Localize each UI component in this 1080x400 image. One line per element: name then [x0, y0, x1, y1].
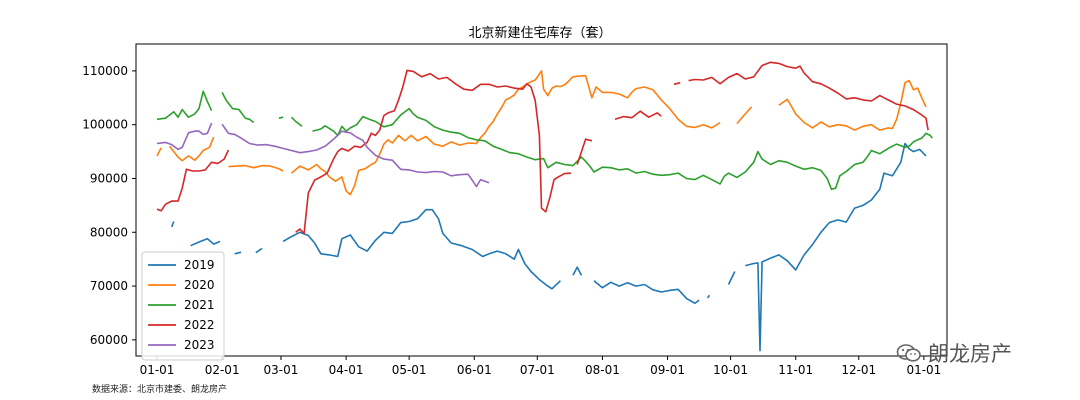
series-2019: [170, 142, 927, 352]
series-line-2022: [156, 61, 929, 235]
y-tick-label: 80000: [90, 225, 128, 239]
series-line-2021: [156, 90, 933, 190]
x-tick-label: 02-01: [205, 363, 240, 377]
x-tick-label: 10-01: [713, 363, 748, 377]
x-tick-label: 09-01: [650, 363, 685, 377]
y-tick-label: 100000: [82, 118, 128, 132]
x-tick-label: 08-01: [585, 363, 620, 377]
x-tick-label: 06-01: [457, 363, 492, 377]
x-tick-label: 01-01: [140, 363, 175, 377]
series-line-2019: [170, 142, 927, 352]
wechat-logo-icon: [896, 344, 921, 362]
chart-title: 北京新建住宅库存（套）: [468, 26, 612, 41]
legend-label-2022: 2022: [184, 318, 215, 332]
x-tick-label: 05-01: [392, 363, 427, 377]
y-tick-label: 70000: [90, 279, 128, 293]
legend-label-2019: 2019: [184, 258, 215, 272]
x-tick-label: 12-01: [841, 363, 876, 377]
y-tick-label: 110000: [82, 64, 128, 78]
x-tick-label: 04-01: [329, 363, 364, 377]
legend: 2019 2020 2021 2022 2023: [141, 251, 225, 361]
legend-label-2023: 2023: [184, 338, 215, 352]
watermark-text: 朗龙房产: [928, 342, 1012, 366]
legend-label-2021: 2021: [184, 298, 215, 312]
watermark: 朗龙房产: [896, 338, 1012, 368]
y-tick-label: 60000: [90, 333, 128, 347]
y-tick-label: 90000: [90, 171, 128, 185]
x-tick-label: 03-01: [264, 363, 299, 377]
series-line-2020: [156, 70, 927, 196]
x-tick-label: 07-01: [520, 363, 555, 377]
series-2020: [156, 70, 927, 196]
x-tick-label: 11-01: [778, 363, 813, 377]
source-note: 数据来源：北京市建委、朗龙房产: [92, 385, 228, 395]
x-tick-label: 01-01: [906, 363, 941, 377]
series-2021: [156, 90, 933, 190]
series-line-2023: [156, 122, 490, 188]
series-2022: [156, 61, 929, 235]
legend-box: [141, 251, 225, 361]
series-2023: [156, 122, 490, 188]
legend-label-2020: 2020: [184, 278, 215, 292]
plot-frame: [135, 43, 948, 357]
